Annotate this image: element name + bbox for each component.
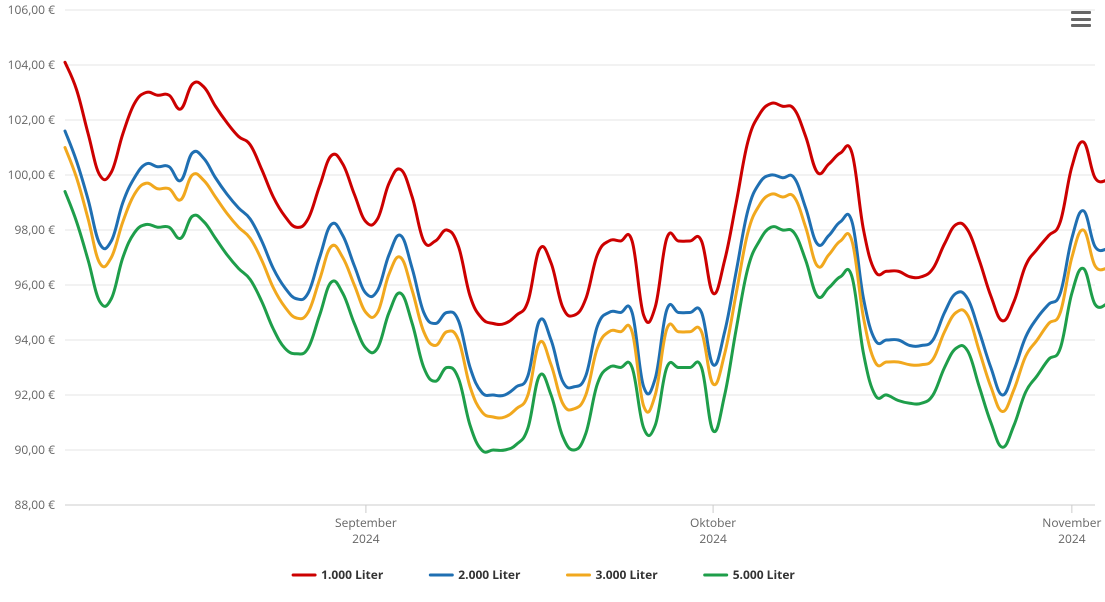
legend-label[interactable]: 5.000 Liter (733, 566, 796, 583)
price-line-chart: 88,00 € 90,00 € 92,00 € 94,00 € 96,00 € 98,00… (0, 0, 1105, 602)
y-tick-label: 94,00 € (14, 331, 55, 348)
y-tick-label: 92,00 € (14, 386, 55, 403)
legend-label[interactable]: 3.000 Liter (596, 566, 659, 583)
y-tick-label: 98,00 € (14, 221, 55, 238)
chart-svg: 88,00 € 90,00 € 92,00 € 94,00 € 96,00 € 98,00… (0, 0, 1105, 602)
chart-menu-button[interactable] (1069, 8, 1093, 30)
y-tick-label: 102,00 € (8, 111, 56, 128)
x-tick-label-year: 2024 (1058, 530, 1086, 547)
y-tick-label: 96,00 € (14, 276, 55, 293)
x-tick-label: Oktober (690, 514, 736, 531)
x-tick-label-year: 2024 (352, 530, 380, 547)
x-tick-label-year: 2024 (699, 530, 727, 547)
y-tick-label: 106,00 € (8, 1, 56, 18)
legend-label[interactable]: 2.000 Liter (458, 566, 521, 583)
y-tick-label: 104,00 € (8, 56, 56, 73)
legend-label[interactable]: 1.000 Liter (321, 566, 384, 583)
y-tick-label: 100,00 € (8, 166, 56, 183)
x-tick-label: November (1042, 514, 1101, 531)
x-tick-label: September (335, 514, 397, 531)
y-tick-label: 88,00 € (14, 496, 55, 513)
y-tick-label: 90,00 € (14, 441, 55, 458)
